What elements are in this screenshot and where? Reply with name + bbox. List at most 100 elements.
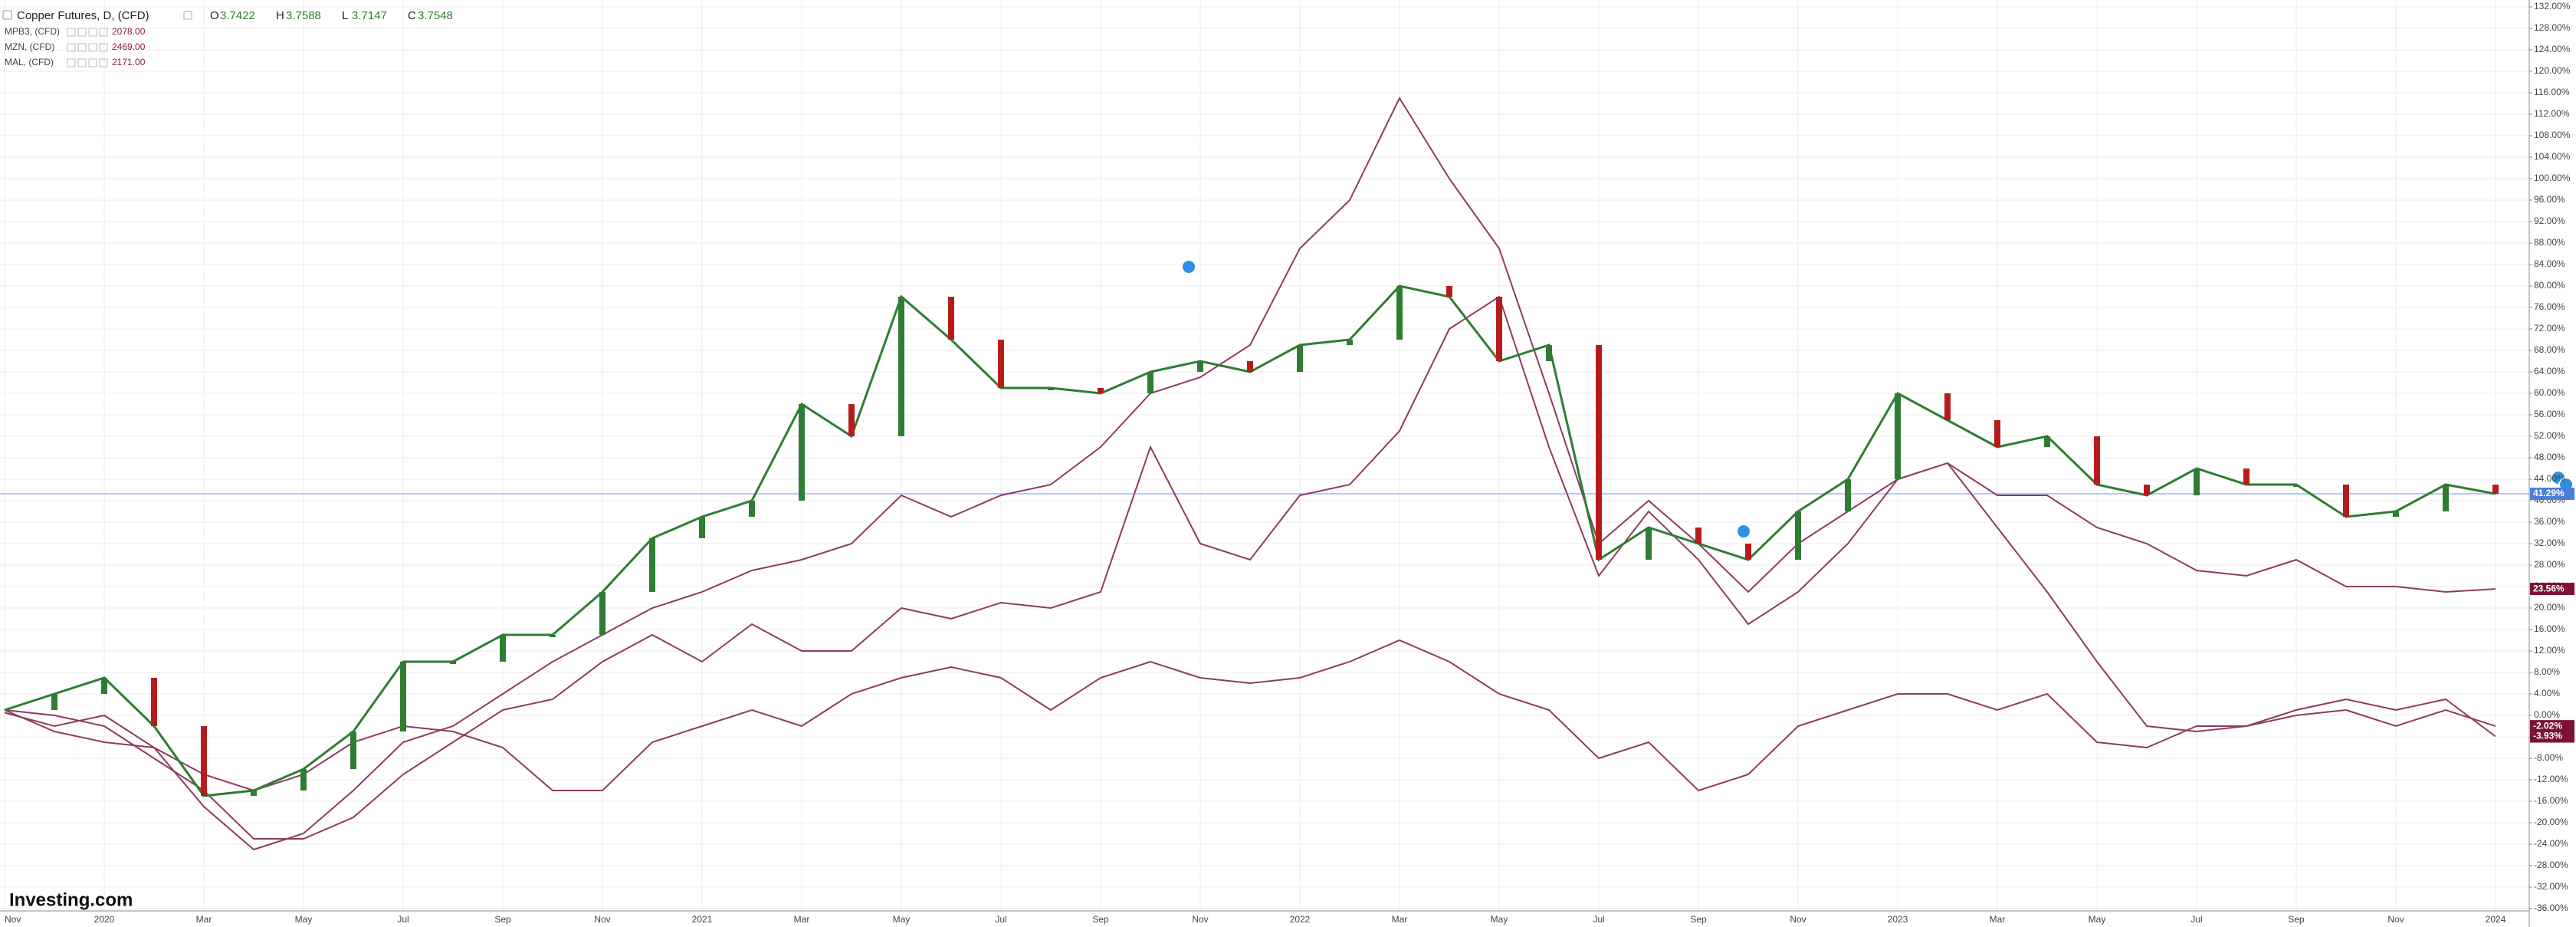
x-tick-label: Nov [5,914,21,925]
settings-icon[interactable] [183,11,192,20]
x-tick-label: Nov [2387,914,2404,925]
candle [948,297,954,340]
candle [998,340,1004,388]
y-tick-label: 84.00% [2534,258,2565,269]
last-value-badge [2530,583,2574,596]
ohlc-key: H [276,9,284,22]
chart-title: Copper Futures, D, (CFD) [17,9,149,22]
y-tick-label: 0.00% [2534,709,2560,720]
last-value-badge [2530,730,2574,743]
legend-icon [99,28,108,37]
y-tick-label: 20.00% [2534,602,2565,613]
axes: 132.00% 128.00% 124.00% 120.00% 116.00% 112.0… [5,1,2574,925]
y-tick-label: 116.00% [2534,87,2570,97]
y-tick-label: -8.00% [2534,752,2563,763]
comparison-line [4,639,2496,792]
x-tick-label: 2020 [94,914,115,925]
x-tick-label: May [2089,914,2106,925]
y-tick-label: -32.00% [2534,881,2568,892]
event-marker [1181,259,1196,274]
collapse-icon[interactable] [2,10,12,20]
y-tick-label: 36.00% [2534,516,2565,527]
candle [1546,345,1552,361]
y-tick-label: 132.00% [2534,1,2571,12]
y-tick-label: 64.00% [2534,366,2565,376]
candle [1098,388,1104,393]
y-tick-label: -36.00% [2534,902,2568,913]
y-tick-label: 4.00% [2534,688,2560,699]
x-tick-label: 2024 [2486,914,2506,925]
last-value-label: -3.93% [2533,731,2562,741]
legend-icon [77,28,87,37]
candle [1845,479,1851,511]
x-tick-label: Mar [196,914,212,925]
candle [2492,485,2499,494]
candle [251,791,257,796]
y-tick-label: 44.00% [2534,473,2565,484]
candle [500,635,506,662]
x-tick-label: Jul [995,914,1006,925]
candle [2393,511,2399,517]
legend-icon [88,28,97,37]
comparison-line [4,96,2496,851]
candle [2343,485,2349,517]
candle [201,726,207,796]
candle [649,538,655,592]
last-value-badge [2530,487,2574,500]
candle [350,731,356,769]
y-tick-label: 96.00% [2534,194,2565,205]
candle [151,678,157,726]
y-tick-label: -16.00% [2534,795,2568,806]
y-tick-label: -28.00% [2534,860,2568,870]
ohlc-value: 3.7422 [220,9,255,22]
legend-name: MZN, (CFD) [5,41,54,52]
x-tick-label: Sep [1690,914,1707,925]
y-tick-label: 56.00% [2534,409,2565,419]
x-tick-label: Mar [1990,914,2006,925]
y-tick-label: -12.00% [2534,774,2568,784]
legend-icon [77,43,87,52]
candle [300,769,307,791]
candle [1247,361,1253,372]
candle [101,678,107,694]
x-tick-label: Nov [1192,914,1208,925]
x-tick-label: May [1491,914,1508,925]
candle [2144,485,2150,495]
y-tick-label: 112.00% [2534,108,2570,119]
candle [2293,485,2299,487]
candle [1147,372,1153,393]
y-tick-label: 128.00% [2534,22,2571,33]
candle [599,592,605,635]
x-tick-label: Nov [594,914,610,925]
legend-name: MPB3, (CFD) [5,26,60,37]
event-marker [1736,524,1751,539]
candle [699,517,705,538]
y-tick-label: 108.00% [2534,130,2571,140]
candle [1944,393,1951,420]
candle [2243,468,2249,485]
candle [1745,544,1751,560]
last-value-label: 41.29% [2533,488,2565,498]
candle [1596,345,1602,560]
x-tick-label: Jul [397,914,409,925]
y-tick-label: 12.00% [2534,645,2565,656]
candle [848,404,855,436]
candle [2443,485,2449,511]
grid [0,0,2529,911]
y-tick-label: 76.00% [2534,301,2565,312]
last-value-label: -2.02% [2533,720,2562,731]
candle [450,662,456,664]
y-tick-label: 8.00% [2534,666,2560,677]
y-tick-label: -24.00% [2534,838,2568,849]
y-tick-label: 80.00% [2534,280,2565,291]
x-tick-label: Mar [1392,914,1408,925]
legend-icon [67,43,76,52]
candle [1646,528,1652,560]
legend-name: MAL, (CFD) [5,57,54,67]
y-tick-label: 92.00% [2534,215,2565,226]
last-value-label: 23.56% [2533,583,2565,593]
y-tick-label: 72.00% [2534,323,2565,334]
candle [1795,511,1801,560]
